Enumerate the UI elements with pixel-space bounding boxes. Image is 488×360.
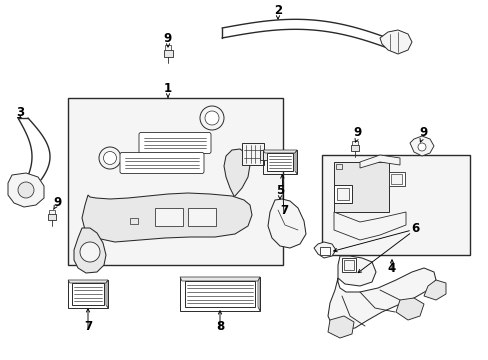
- Bar: [164, 45, 171, 50]
- Polygon shape: [327, 268, 435, 330]
- Bar: [333, 162, 388, 212]
- Text: 8: 8: [215, 320, 224, 333]
- Polygon shape: [359, 155, 399, 168]
- Polygon shape: [337, 256, 375, 286]
- Bar: [180, 277, 260, 311]
- Bar: [242, 143, 264, 165]
- Polygon shape: [313, 242, 335, 258]
- Text: 6: 6: [410, 221, 418, 234]
- Circle shape: [18, 182, 34, 198]
- Text: 4: 4: [387, 261, 395, 274]
- Bar: [350, 145, 358, 151]
- Text: 9: 9: [163, 31, 172, 45]
- Polygon shape: [224, 149, 249, 196]
- Polygon shape: [263, 150, 296, 153]
- Polygon shape: [258, 277, 260, 311]
- Bar: [48, 214, 56, 220]
- Bar: [155, 208, 183, 226]
- Polygon shape: [327, 316, 353, 338]
- Text: 9: 9: [419, 126, 427, 139]
- Bar: [336, 188, 348, 200]
- Bar: [388, 172, 404, 186]
- Text: 5: 5: [275, 184, 284, 197]
- Polygon shape: [379, 30, 411, 54]
- Bar: [163, 50, 172, 57]
- Circle shape: [200, 106, 224, 130]
- Bar: [68, 98, 283, 265]
- Polygon shape: [294, 150, 296, 174]
- Text: 9: 9: [353, 126, 362, 139]
- Bar: [49, 210, 55, 214]
- Bar: [333, 185, 351, 203]
- Bar: [187, 208, 216, 226]
- Polygon shape: [333, 212, 405, 240]
- Bar: [319, 247, 329, 255]
- Polygon shape: [180, 277, 260, 281]
- Polygon shape: [106, 280, 108, 308]
- Bar: [335, 164, 341, 169]
- Circle shape: [99, 147, 121, 169]
- Bar: [260, 150, 271, 160]
- Bar: [184, 281, 254, 307]
- Circle shape: [204, 111, 219, 125]
- Bar: [68, 280, 108, 308]
- Bar: [351, 140, 357, 145]
- Bar: [341, 258, 355, 272]
- Text: 7: 7: [84, 320, 92, 333]
- Polygon shape: [395, 298, 423, 320]
- Polygon shape: [8, 173, 44, 207]
- Polygon shape: [68, 280, 108, 283]
- Bar: [130, 218, 138, 224]
- Circle shape: [80, 242, 100, 262]
- Polygon shape: [409, 136, 433, 156]
- Bar: [263, 150, 296, 174]
- Polygon shape: [74, 228, 106, 273]
- Text: 7: 7: [279, 203, 287, 216]
- Text: 9: 9: [53, 195, 61, 208]
- Circle shape: [103, 152, 116, 165]
- Polygon shape: [423, 280, 445, 300]
- Text: 3: 3: [16, 105, 24, 118]
- Circle shape: [417, 143, 425, 151]
- Bar: [72, 283, 104, 305]
- Bar: [390, 174, 401, 184]
- Polygon shape: [82, 193, 251, 242]
- FancyBboxPatch shape: [139, 132, 210, 153]
- FancyBboxPatch shape: [120, 153, 203, 174]
- Bar: [343, 260, 353, 270]
- Polygon shape: [267, 199, 305, 248]
- Text: 1: 1: [163, 82, 172, 95]
- Bar: [321, 155, 469, 255]
- Text: 2: 2: [273, 4, 282, 17]
- Bar: [266, 153, 292, 171]
